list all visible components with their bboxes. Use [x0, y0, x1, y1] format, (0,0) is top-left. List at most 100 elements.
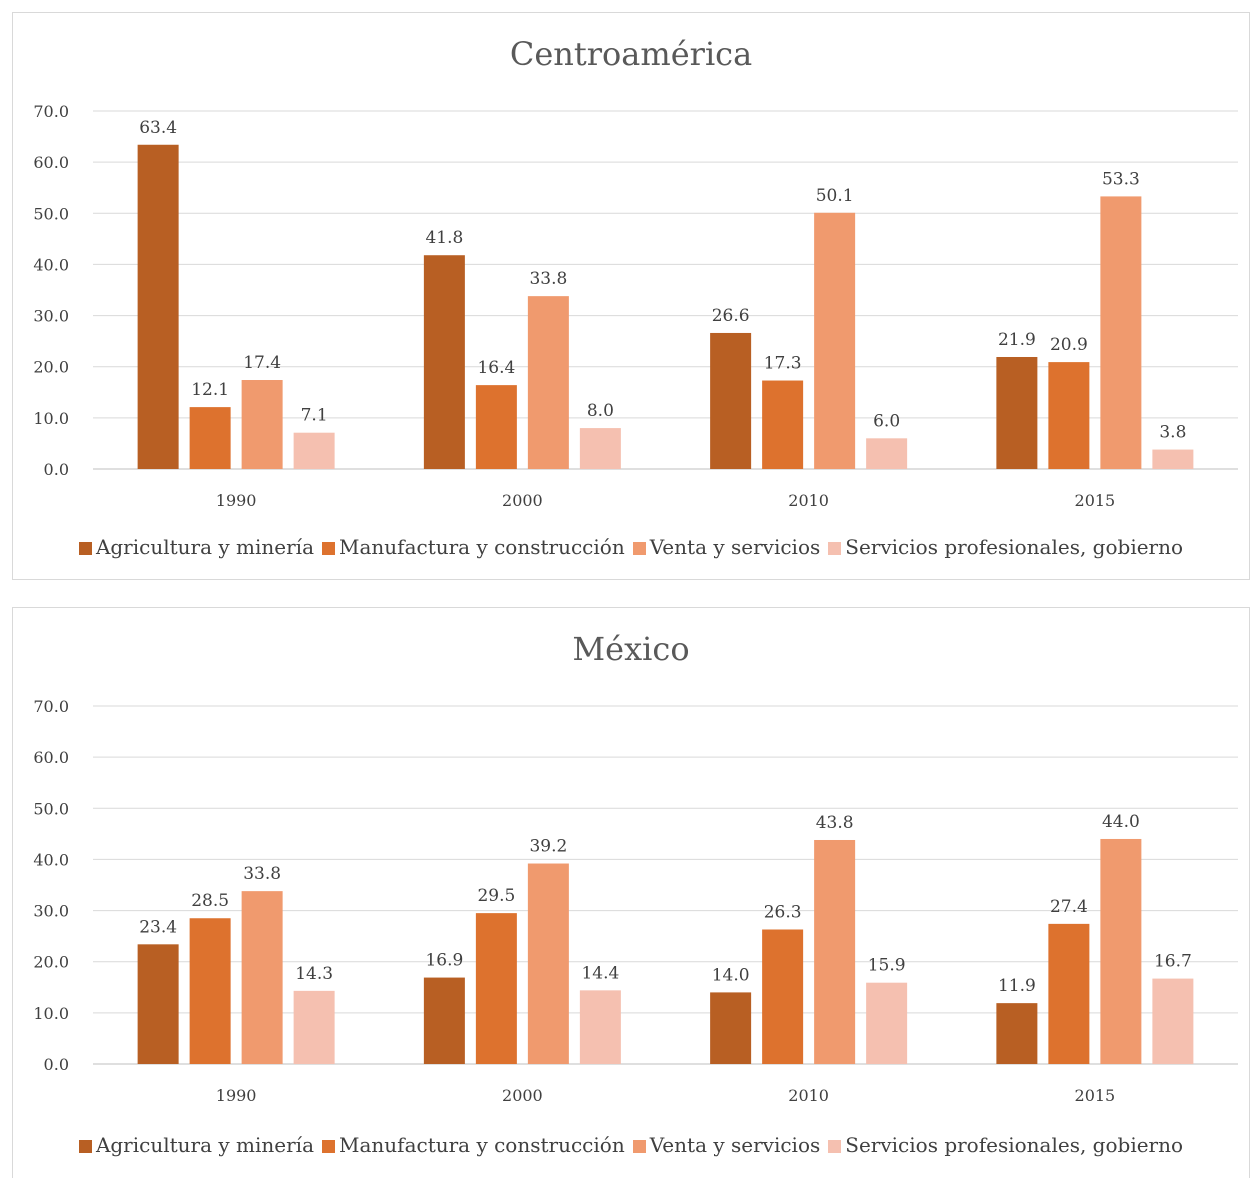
bar: [1152, 978, 1194, 1064]
bar: [423, 977, 465, 1064]
bar: [1100, 196, 1142, 469]
y-tick-label: 40.0: [33, 850, 69, 869]
bar: [189, 918, 231, 1064]
x-tick-label: 2015: [1075, 1086, 1116, 1105]
y-tick-label: 10.0: [33, 409, 69, 428]
bar: [1048, 923, 1090, 1064]
y-tick-label: 50.0: [33, 799, 69, 818]
bar: [293, 990, 335, 1064]
legend-label: Venta y servicios: [649, 535, 821, 559]
x-tick-label: 2010: [788, 1086, 829, 1105]
legend-item: Servicios profesionales, gobierno: [828, 535, 1183, 559]
y-tick-label: 10.0: [33, 1004, 69, 1023]
bar: [579, 428, 621, 469]
chart-title: Centroamérica: [509, 35, 753, 73]
bar: [710, 992, 752, 1064]
legend-swatch: [632, 542, 646, 555]
data-label: 33.8: [529, 269, 567, 289]
x-tick-label: 2000: [502, 491, 543, 510]
y-tick-label: 60.0: [33, 153, 69, 172]
y-tick-label: 20.0: [33, 358, 69, 377]
y-tick-label: 50.0: [33, 204, 69, 223]
bar: [527, 863, 569, 1064]
bar: [814, 839, 856, 1064]
bar: [762, 380, 804, 469]
data-label: 43.8: [816, 813, 854, 833]
data-label: 16.4: [477, 358, 515, 378]
data-label: 17.4: [243, 353, 281, 373]
data-label: 26.6: [712, 306, 750, 326]
bar: [866, 982, 908, 1064]
data-label: 39.2: [529, 837, 567, 857]
data-label: 33.8: [243, 864, 281, 884]
x-tick-label: 1990: [216, 491, 257, 510]
chart-panel-centroamerica: Centroamérica 0.0 10.0 20.0 30.0 40.0 50.0 60.…: [12, 12, 1250, 580]
data-label: 21.9: [998, 330, 1036, 350]
data-label: 29.5: [477, 886, 515, 906]
x-tick-label: 2015: [1075, 491, 1116, 510]
data-label: 16.9: [425, 951, 463, 971]
bar: [137, 144, 179, 470]
chart-legend: Agricultura y minería Manufactura y const…: [13, 535, 1249, 559]
data-label: 11.9: [998, 976, 1036, 996]
data-label: 7.1: [301, 406, 328, 426]
legend-swatch: [78, 542, 92, 555]
data-label: 53.3: [1102, 169, 1140, 189]
bar: [475, 913, 517, 1064]
legend-label: Venta y servicios: [649, 1133, 821, 1157]
data-label: 23.4: [139, 917, 177, 937]
bar: [996, 356, 1038, 469]
x-tick-label: 2010: [788, 491, 829, 510]
bar: [423, 255, 465, 469]
bar: [1100, 838, 1142, 1064]
data-label: 20.9: [1050, 335, 1088, 355]
bar: [1152, 449, 1194, 469]
data-label: 27.4: [1050, 897, 1088, 917]
bar: [137, 944, 179, 1064]
data-label: 14.3: [295, 964, 333, 984]
data-label: 15.9: [868, 956, 906, 976]
y-tick-label: 20.0: [33, 953, 69, 972]
legend-swatch: [828, 1140, 842, 1153]
data-label: 41.8: [425, 228, 463, 248]
data-label: 44.0: [1102, 812, 1140, 832]
bar-chart-mexico: 0.0 10.0 20.0 30.0 40.0 50.0 60.0 70.0 23.4 28.5 3…: [33, 697, 1238, 1105]
bar: [241, 891, 283, 1064]
data-label: 63.4: [139, 118, 177, 138]
y-tick-label: 0.0: [44, 1055, 69, 1074]
bar: [996, 1003, 1038, 1064]
x-tick-label: 1990: [216, 1086, 257, 1105]
legend-item: Agricultura y minería: [78, 535, 314, 559]
bar: [866, 438, 908, 469]
data-label: 6.0: [873, 411, 900, 431]
bar: [1048, 362, 1090, 469]
legend-item: Servicios profesionales, gobierno: [828, 1133, 1183, 1157]
bar: [762, 929, 804, 1064]
legend-swatch: [632, 1140, 646, 1153]
data-label: 17.3: [764, 354, 802, 374]
legend-item: Venta y servicios: [632, 1133, 821, 1157]
y-tick-label: 60.0: [33, 748, 69, 767]
legend-item: Manufactura y construcción: [322, 535, 625, 559]
bar: [579, 990, 621, 1064]
legend-swatch: [78, 1140, 92, 1153]
bar: [241, 380, 283, 469]
data-label: 8.0: [587, 401, 614, 421]
y-tick-label: 30.0: [33, 307, 69, 326]
y-tick-label: 70.0: [33, 697, 69, 716]
data-label: 16.7: [1154, 952, 1192, 972]
data-label: 3.8: [1159, 423, 1186, 443]
y-tick-label: 70.0: [33, 102, 69, 121]
legend-item: Venta y servicios: [632, 535, 821, 559]
bar-chart-centroamerica: 0.0 10.0 20.0 30.0 40.0 50.0 60.0 70.0 63.4 12.1 1…: [33, 102, 1238, 510]
data-label: 14.4: [581, 963, 619, 983]
bar: [293, 432, 335, 469]
x-tick-label: 2000: [502, 1086, 543, 1105]
legend-label: Manufactura y construcción: [339, 535, 625, 559]
y-tick-label: 0.0: [44, 460, 69, 479]
data-label: 28.5: [191, 891, 229, 911]
legend-label: Agricultura y minería: [95, 1133, 314, 1157]
legend-swatch: [322, 542, 335, 555]
chart-title: México: [572, 630, 690, 668]
legend-swatch: [322, 1140, 335, 1153]
